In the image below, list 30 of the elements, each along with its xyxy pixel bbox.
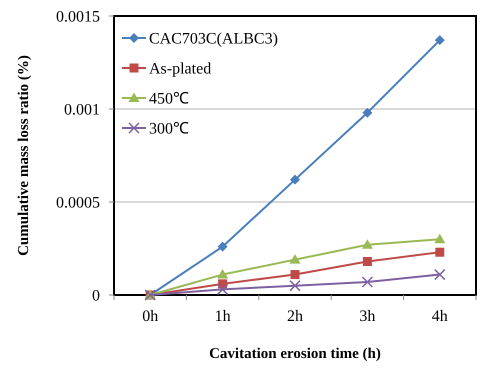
- y-axis-title: Cumulative mass loss ratio (%): [16, 55, 32, 256]
- x-axis-title: Cavitation erosion time (h): [209, 346, 381, 362]
- point: [289, 280, 301, 292]
- point: [434, 268, 446, 280]
- point: [362, 108, 372, 118]
- y-tick-label: 0.0005: [56, 194, 100, 212]
- point: [434, 234, 446, 244]
- x-tick-label: 1h: [214, 308, 231, 325]
- legend-label: 450℃: [149, 90, 189, 108]
- x-tick-label: 0h: [142, 308, 158, 325]
- point: [290, 254, 300, 264]
- legend-label: As-plated: [149, 60, 212, 78]
- legend-label: CAC703C(ALBC3): [149, 30, 278, 48]
- x-tick-label: 3h: [359, 308, 376, 325]
- x-tick-label: 2h: [287, 308, 303, 325]
- legend-label: 300℃: [149, 120, 189, 138]
- y-tick-label: 0: [92, 288, 100, 305]
- point: [362, 276, 374, 288]
- point: [362, 257, 372, 266]
- point: [218, 242, 228, 252]
- point: [290, 270, 300, 280]
- point: [435, 248, 444, 257]
- point: [217, 269, 228, 279]
- point: [290, 174, 300, 185]
- x-tick-label: 4h: [432, 308, 448, 325]
- y-tick-label: 0.001: [64, 102, 100, 119]
- point: [216, 284, 228, 296]
- point: [362, 239, 373, 249]
- y-tick-label: 0.0015: [56, 8, 100, 26]
- point: [434, 35, 445, 46]
